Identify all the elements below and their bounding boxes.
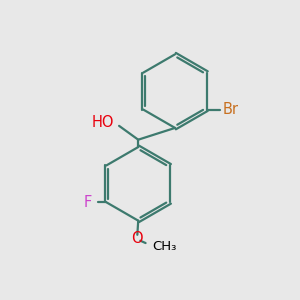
- Text: F: F: [83, 195, 92, 210]
- Text: HO: HO: [91, 115, 114, 130]
- Text: O: O: [131, 231, 142, 246]
- Text: Br: Br: [223, 102, 239, 117]
- Text: CH₃: CH₃: [152, 240, 176, 253]
